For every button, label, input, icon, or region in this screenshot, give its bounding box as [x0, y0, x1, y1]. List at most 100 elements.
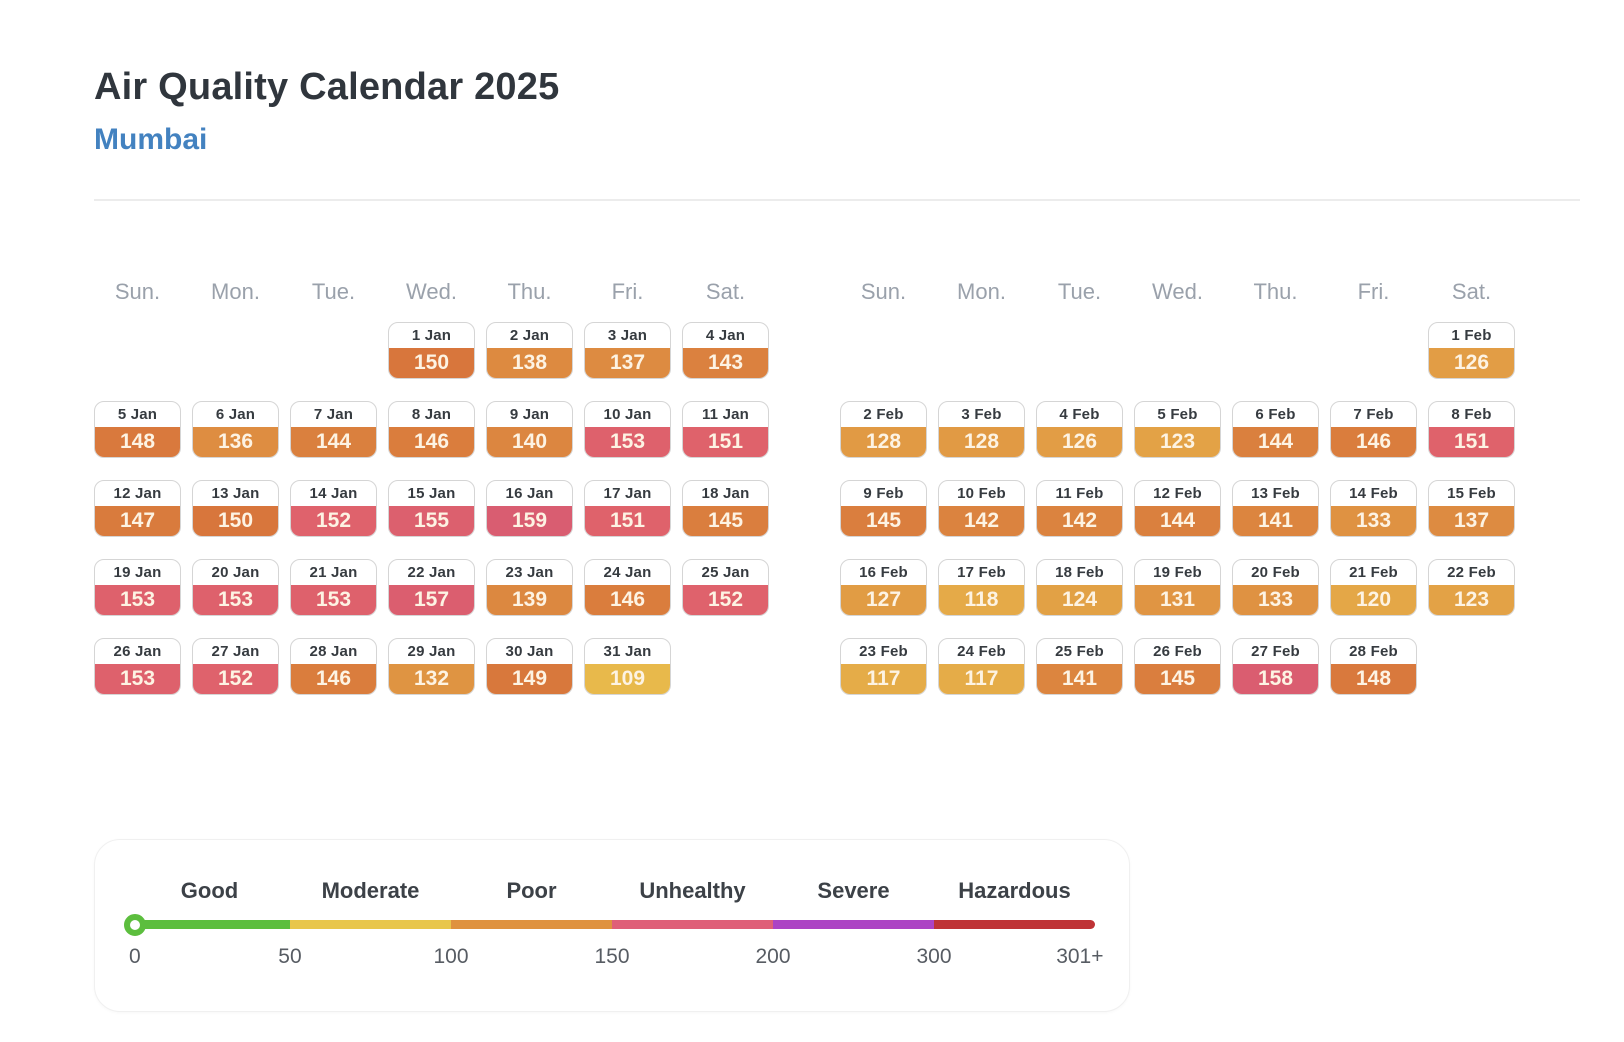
day-cell-aqi-value: 142: [939, 506, 1024, 536]
day-cell-date: 7 Feb: [1353, 406, 1394, 423]
day-cell[interactable]: 2 Feb 128: [840, 401, 927, 458]
day-cell-aqi-value: 124: [1037, 585, 1122, 615]
day-cell[interactable]: 21 Jan 153: [290, 559, 377, 616]
legend-category-label: Severe: [817, 878, 890, 903]
legend-category-label: Poor: [506, 878, 557, 903]
day-cell[interactable]: 27 Jan 152: [192, 638, 279, 695]
day-cell[interactable]: 6 Jan 136: [192, 401, 279, 458]
day-cell[interactable]: 7 Jan 144: [290, 401, 377, 458]
day-cell[interactable]: 13 Jan 150: [192, 480, 279, 537]
day-cell[interactable]: 25 Jan 152: [682, 559, 769, 616]
day-cell-date: 15 Jan: [407, 485, 456, 502]
day-cell[interactable]: 1 Jan 150: [388, 322, 475, 379]
day-cell[interactable]: 18 Jan 145: [682, 480, 769, 537]
day-cell[interactable]: 31 Jan 109: [584, 638, 671, 695]
day-cell-aqi-value: 149: [487, 664, 572, 694]
city-link[interactable]: Mumbai: [94, 123, 208, 156]
day-cell[interactable]: 4 Feb 126: [1036, 401, 1123, 458]
day-cell[interactable]: 5 Feb 123: [1134, 401, 1221, 458]
day-cell[interactable]: 8 Feb 151: [1428, 401, 1515, 458]
day-cell[interactable]: 15 Feb 137: [1428, 480, 1515, 537]
day-cell[interactable]: 11 Jan 151: [682, 401, 769, 458]
day-cell[interactable]: 6 Feb 144: [1232, 401, 1319, 458]
day-cell-date: 13 Jan: [211, 485, 260, 502]
day-cell-aqi-value: 145: [841, 506, 926, 536]
day-cell-date: 30 Jan: [505, 643, 554, 660]
weekday-label: Wed.: [406, 279, 457, 304]
day-cell[interactable]: 30 Jan 149: [486, 638, 573, 695]
day-cell[interactable]: 16 Jan 159: [486, 480, 573, 537]
day-cell-date: 20 Feb: [1251, 564, 1300, 581]
day-cell[interactable]: 11 Feb 142: [1036, 480, 1123, 537]
day-cell[interactable]: 26 Feb 145: [1134, 638, 1221, 695]
day-cell-aqi-value: 147: [95, 506, 180, 536]
day-cell[interactable]: 24 Jan 146: [584, 559, 671, 616]
day-cell-aqi-value: 153: [193, 585, 278, 615]
day-cell[interactable]: 22 Feb 123: [1428, 559, 1515, 616]
day-cell[interactable]: 19 Jan 153: [94, 559, 181, 616]
day-cell-date: 2 Feb: [863, 406, 904, 423]
weekday-label: Tue.: [1057, 279, 1102, 304]
day-cell-aqi-value: 139: [487, 585, 572, 615]
day-cell[interactable]: 14 Feb 133: [1330, 480, 1417, 537]
day-cell[interactable]: 23 Jan 139: [486, 559, 573, 616]
weekday-label: Sat.: [705, 279, 746, 304]
day-cell[interactable]: 18 Feb 124: [1036, 559, 1123, 616]
legend-tick-label: 301+: [1056, 945, 1104, 968]
day-cell[interactable]: 2 Jan 138: [486, 322, 573, 379]
day-cell[interactable]: 10 Jan 153: [584, 401, 671, 458]
day-cell-aqi-value: 120: [1331, 585, 1416, 615]
day-cell-aqi-value: 109: [585, 664, 670, 694]
weekday-label: Sun.: [114, 279, 161, 304]
day-cell[interactable]: 16 Feb 127: [840, 559, 927, 616]
day-cell[interactable]: 21 Feb 120: [1330, 559, 1417, 616]
day-cell-aqi-value: 144: [1233, 427, 1318, 457]
day-cell[interactable]: 7 Feb 146: [1330, 401, 1417, 458]
day-cell[interactable]: 20 Feb 133: [1232, 559, 1319, 616]
day-cell[interactable]: 27 Feb 158: [1232, 638, 1319, 695]
day-cell[interactable]: 28 Feb 148: [1330, 638, 1417, 695]
day-cell-aqi-value: 128: [939, 427, 1024, 457]
day-cell[interactable]: 24 Feb 117: [938, 638, 1025, 695]
day-cell[interactable]: 8 Jan 146: [388, 401, 475, 458]
day-cell[interactable]: 14 Jan 152: [290, 480, 377, 537]
day-cell[interactable]: 10 Feb 142: [938, 480, 1025, 537]
empty-cell: [1036, 322, 1123, 379]
day-cell[interactable]: 4 Jan 143: [682, 322, 769, 379]
legend-tick-label: 50: [278, 945, 302, 968]
day-cell[interactable]: 15 Jan 155: [388, 480, 475, 537]
day-cell-date: 24 Jan: [603, 564, 652, 581]
day-cell[interactable]: 17 Jan 151: [584, 480, 671, 537]
day-cell-aqi-value: 126: [1037, 427, 1122, 457]
weekday-label: Wed.: [1152, 279, 1203, 304]
day-cell[interactable]: 13 Feb 141: [1232, 480, 1319, 537]
day-cell-date: 2 Jan: [509, 327, 550, 344]
day-cell[interactable]: 9 Feb 145: [840, 480, 927, 537]
day-cell-aqi-value: 150: [389, 348, 474, 378]
legend-scale-segment: [612, 920, 773, 929]
day-cell[interactable]: 23 Feb 117: [840, 638, 927, 695]
day-cell[interactable]: 12 Jan 147: [94, 480, 181, 537]
day-cell[interactable]: 29 Jan 132: [388, 638, 475, 695]
day-cell-date: 14 Jan: [309, 485, 358, 502]
day-cell[interactable]: 25 Feb 141: [1036, 638, 1123, 695]
day-cell[interactable]: 12 Feb 144: [1134, 480, 1221, 537]
day-cell[interactable]: 5 Jan 148: [94, 401, 181, 458]
day-cell[interactable]: 19 Feb 131: [1134, 559, 1221, 616]
empty-cell: [94, 322, 181, 379]
legend-scale-segment: [934, 920, 1095, 929]
day-cell[interactable]: 3 Feb 128: [938, 401, 1025, 458]
day-cell[interactable]: 26 Jan 153: [94, 638, 181, 695]
day-cell[interactable]: 22 Jan 157: [388, 559, 475, 616]
day-cell[interactable]: 17 Feb 118: [938, 559, 1025, 616]
legend-tick-label: 300: [916, 945, 952, 968]
weekday-label: Sat.: [1451, 279, 1492, 304]
day-cell[interactable]: 3 Jan 137: [584, 322, 671, 379]
day-cell[interactable]: 9 Jan 140: [486, 401, 573, 458]
day-cell[interactable]: 20 Jan 153: [192, 559, 279, 616]
calendar-section: Sun. Mon. Tue. Wed. Thu. Fri. Sat. 1 Jan 150 2 J…: [94, 279, 1624, 695]
day-cell-date: 7 Jan: [313, 406, 354, 423]
day-cell[interactable]: 28 Jan 146: [290, 638, 377, 695]
day-cell-date: 11 Feb: [1055, 485, 1104, 502]
day-cell[interactable]: 1 Feb 126: [1428, 322, 1515, 379]
